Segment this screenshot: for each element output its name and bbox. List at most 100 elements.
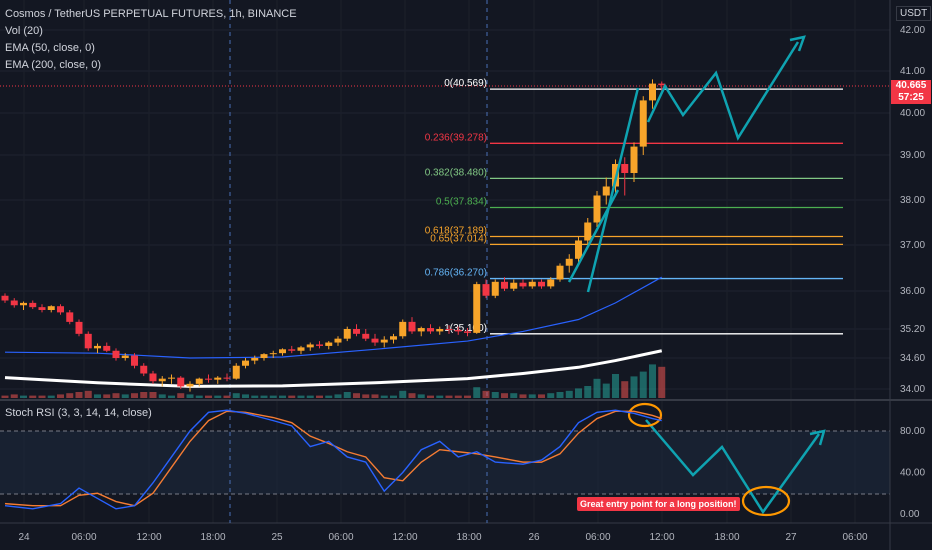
entry-annotation[interactable]: Great entry point for a long position! xyxy=(577,497,740,511)
volume-bar xyxy=(149,392,157,398)
fib-level-label: 0.786(36.270) xyxy=(425,268,487,279)
candle-body xyxy=(371,338,379,343)
fib-level-label: 0.236(39.278) xyxy=(425,132,487,143)
volume-bar xyxy=(94,394,101,398)
time-tick: 18:00 xyxy=(714,532,739,543)
volume-bar xyxy=(528,394,536,398)
volume-bar xyxy=(510,393,518,398)
currency-label[interactable]: USDT xyxy=(896,6,932,21)
volume-bar xyxy=(380,395,388,398)
price-axis[interactable]: 42.00 41.00 40.00 39.00 38.00 37.00 36.00 35.20… xyxy=(900,25,925,395)
candle-body xyxy=(269,353,277,355)
candle-body xyxy=(408,321,416,332)
volume-bar xyxy=(195,395,203,398)
volume-bar xyxy=(20,395,27,398)
candle-body xyxy=(195,378,203,384)
projection-arrowhead xyxy=(789,35,806,52)
candle-body xyxy=(473,284,481,333)
fib-retracement[interactable]: 0(40.569) 0.236(39.278) 0.382(38.480) 0.5(3… xyxy=(425,78,843,335)
volume-bar xyxy=(260,395,268,398)
ema200-legend[interactable]: EMA (200, close, 0) xyxy=(5,59,101,71)
fib-level-label: 0(40.569) xyxy=(444,78,487,89)
candle-body xyxy=(47,306,55,310)
volume-bar xyxy=(639,371,647,398)
oversold-circle xyxy=(741,485,791,517)
volume-bar xyxy=(269,395,277,398)
candle-body xyxy=(445,329,453,330)
candle-body xyxy=(510,282,518,289)
time-tick: 27 xyxy=(785,532,797,543)
stoch-axis: 80.00 40.00 0.00 xyxy=(900,426,925,520)
candle-body xyxy=(103,345,111,351)
volume-bar xyxy=(38,395,46,398)
price-tick: 41.00 xyxy=(900,66,925,77)
price-tick: 37.00 xyxy=(900,240,925,251)
volume-bar xyxy=(565,390,573,398)
vol-legend[interactable]: Vol (20) xyxy=(5,25,43,37)
candle-body xyxy=(630,146,638,173)
candle-body xyxy=(464,331,471,333)
time-axis[interactable]: 24 06:00 12:00 18:00 25 06:00 12:00 18:00 26 06:0… xyxy=(18,532,868,543)
candle-body xyxy=(251,358,259,361)
price-tick: 39.00 xyxy=(900,150,925,161)
volume-bar xyxy=(242,394,249,398)
price-tick: 35.20 xyxy=(900,324,925,335)
candle-body xyxy=(584,222,592,241)
candle-body xyxy=(575,240,582,259)
candle-body xyxy=(66,312,74,322)
stoch-projection-arrowhead xyxy=(809,429,826,446)
volume-bar xyxy=(121,394,129,398)
volume-bar xyxy=(602,383,610,398)
candle-body xyxy=(158,378,166,382)
ema50-line xyxy=(4,276,663,359)
volume-bar xyxy=(306,395,314,398)
candle-body xyxy=(112,350,120,358)
candle-body xyxy=(149,373,157,382)
candle-body xyxy=(186,383,194,387)
fib-level-label: 0.382(38.480) xyxy=(425,167,487,178)
volume-bar xyxy=(501,393,508,398)
time-tick: 06:00 xyxy=(585,532,610,543)
volume-bar xyxy=(621,381,629,398)
volume-bar xyxy=(131,393,138,398)
time-tick: 24 xyxy=(18,532,30,543)
stoch-rsi-lines xyxy=(4,409,662,510)
candle-body xyxy=(288,349,296,351)
volume-bar xyxy=(168,395,175,398)
stoch-legend[interactable]: Stoch RSI (3, 3, 14, 14, close) xyxy=(5,407,152,419)
candle-body xyxy=(556,265,564,280)
last-price-badge: 40.665 xyxy=(891,80,931,92)
time-tick: 12:00 xyxy=(136,532,161,543)
volume-bar xyxy=(371,394,379,398)
candle-body xyxy=(519,282,527,287)
ema50-legend[interactable]: EMA (50, close, 0) xyxy=(5,42,95,54)
volume-bar xyxy=(556,392,564,398)
volume-bar xyxy=(214,395,222,398)
time-tick: 18:00 xyxy=(200,532,225,543)
candle-body xyxy=(38,307,46,310)
candle-body xyxy=(177,377,185,387)
ema-lines xyxy=(4,276,663,388)
projection-drawings[interactable] xyxy=(567,35,826,517)
stoch-d-line xyxy=(4,410,662,507)
volume-bar xyxy=(658,366,666,398)
candle-body xyxy=(1,295,9,301)
candle-body xyxy=(649,83,656,101)
candle-body xyxy=(121,355,129,358)
volume-bar xyxy=(140,392,148,398)
volume-bar xyxy=(75,392,83,398)
candle-body xyxy=(232,365,240,379)
time-tick: 06:00 xyxy=(71,532,96,543)
candle-body xyxy=(205,378,212,380)
fib-level-label: 1(35.100) xyxy=(444,323,487,334)
volume-bar xyxy=(519,394,527,398)
fib-level-label: 0.5(37.834) xyxy=(436,196,487,207)
candle-body xyxy=(306,344,314,348)
volume-bar xyxy=(408,393,416,398)
candle-body xyxy=(334,338,342,343)
volume-bar xyxy=(399,390,407,398)
volume-bar xyxy=(362,394,370,398)
ema200-line xyxy=(4,349,663,388)
stoch-tick: 80.00 xyxy=(900,426,925,437)
